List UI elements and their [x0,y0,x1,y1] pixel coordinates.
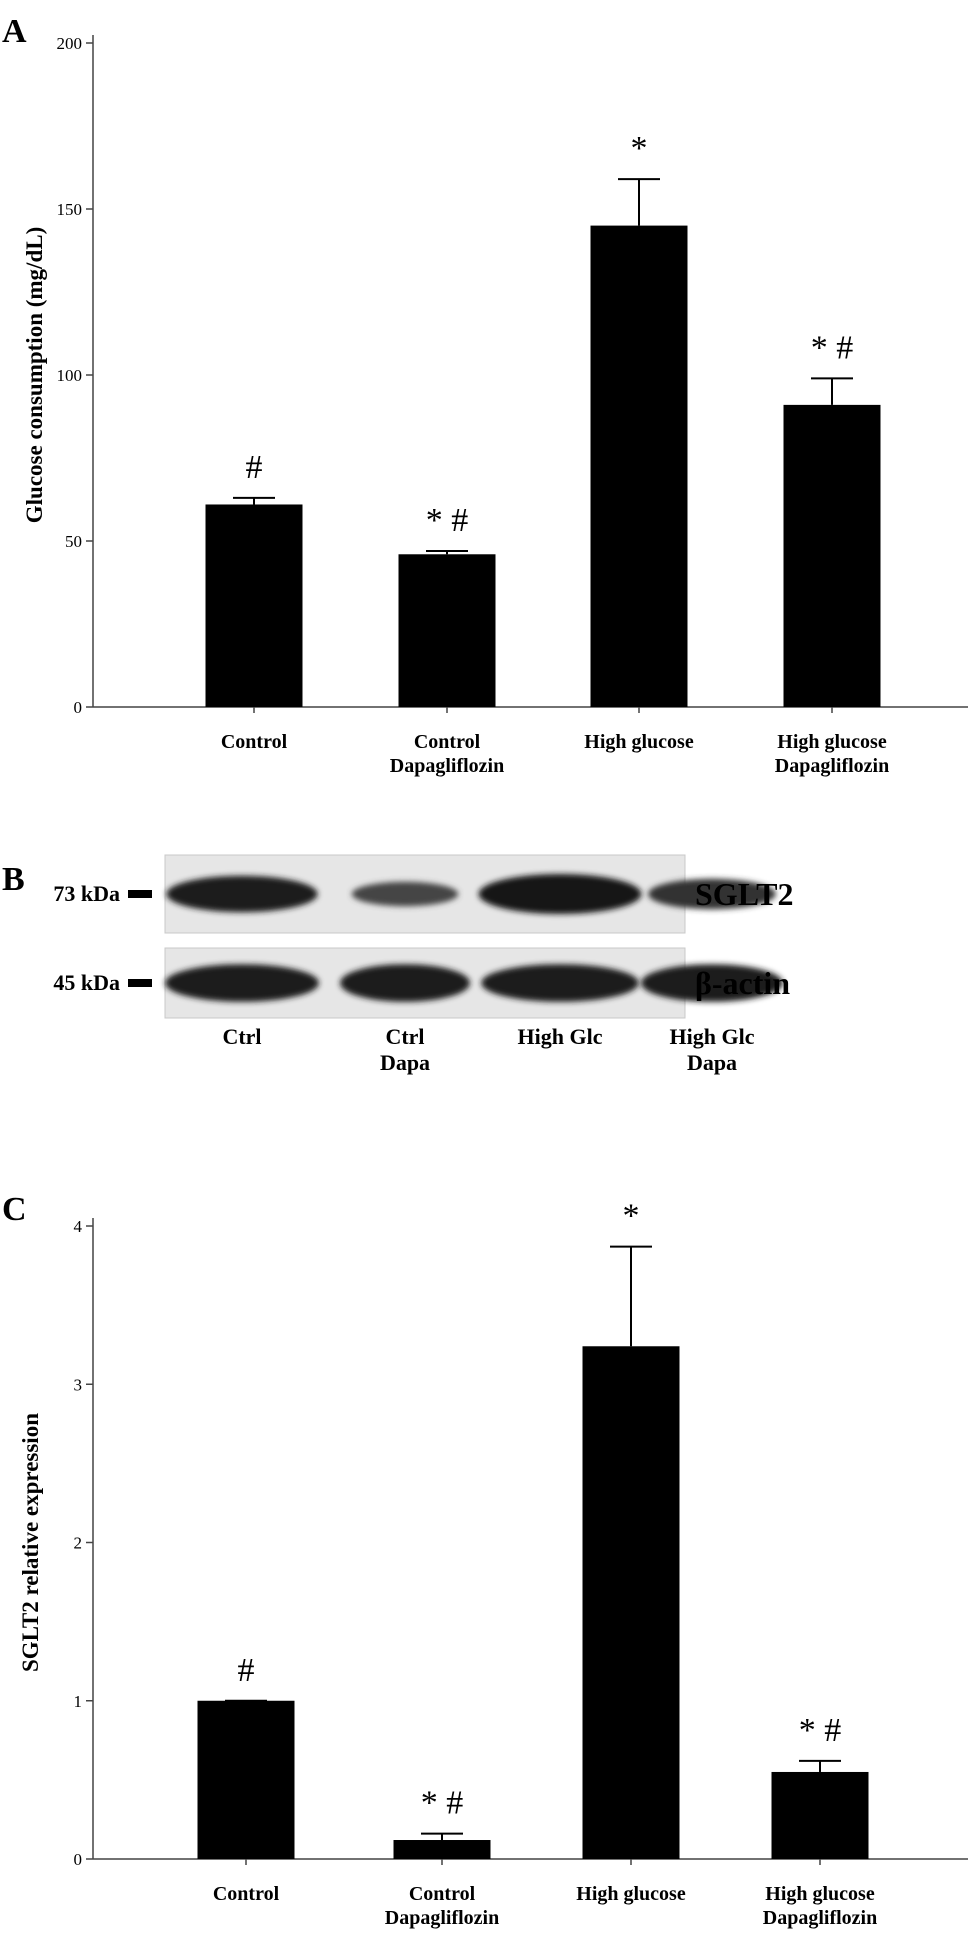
x-tick-label: Dapagliflozin [390,755,504,777]
chart-c: 0 1 2 3 4 SGLT2 relative expression # Control * … [18,1198,968,1929]
lane-label: Dapa [380,1050,430,1075]
bar [197,1700,295,1859]
significance-label: # [246,449,263,486]
y-tick-label: 2 [74,1534,83,1553]
molecular-weight-label: 73 kDa [53,881,120,906]
significance-label: # [238,1652,255,1689]
x-tick-label: Control [409,1883,476,1905]
x-tick-label: High glucose [576,1883,686,1905]
panel-b-letter: B [2,861,25,898]
y-tick-label: 0 [74,698,83,717]
lane-label: Dapa [687,1050,737,1075]
blot-band [478,874,642,914]
lane-label: Ctrl [222,1024,261,1049]
blot-band [481,964,639,1002]
y-tick-label: 4 [74,1217,83,1236]
significance-label: * [631,130,648,167]
significance-label: * # [426,502,469,539]
bar [590,225,688,707]
y-tick-label: 1 [74,1692,83,1711]
y-axis-label: SGLT2 relative expression [18,1413,43,1672]
lane-label: Ctrl [385,1024,424,1049]
x-tick-label: Control [414,731,481,753]
x-tick-label: High glucose [765,1883,875,1905]
blot-band [641,964,783,1002]
x-tick-label: Control [213,1883,280,1905]
bar [582,1346,680,1859]
significance-label: * # [421,1785,464,1822]
panel-a-letter: A [2,13,27,50]
molecular-weight-label: 45 kDa [53,970,120,995]
lane-label: High Glc [670,1024,755,1049]
x-tick-label: Dapagliflozin [775,755,889,777]
significance-label: * # [799,1712,842,1749]
panel-c-letter: C [2,1191,27,1228]
marker-dash [128,890,152,898]
y-axis-label: Glucose consumption (mg/dL) [22,227,47,523]
blot-band [351,881,459,907]
y-tick-label: 0 [74,1850,83,1869]
x-tick-label: High glucose [777,731,887,753]
protein-label: β-actin [695,965,790,1001]
marker-dash [128,979,152,987]
y-tick-label: 50 [65,532,82,551]
significance-label: * # [811,329,854,366]
blot-band [165,964,319,1002]
bar [393,1840,491,1859]
y-tick-label: 3 [74,1375,83,1394]
x-tick-label: Control [221,731,288,753]
lane-label: High Glc [518,1024,603,1049]
bar [771,1771,869,1859]
chart-a: 0 50 100 150 200 Glucose consumption (mg/dL) #… [22,34,968,777]
bar [398,554,496,707]
bar [783,404,881,707]
significance-label: * [623,1198,640,1235]
y-tick-label: 100 [57,366,83,385]
y-tick-label: 150 [57,200,83,219]
protein-label: SGLT2 [695,876,793,912]
x-tick-label: High glucose [584,731,694,753]
blot-band [648,878,776,910]
y-tick-label: 200 [57,34,83,53]
blot-band [166,875,318,913]
bar [205,504,303,707]
blot-band [340,964,470,1002]
x-tick-label: Dapagliflozin [763,1907,877,1929]
x-tick-label: Dapagliflozin [385,1907,499,1929]
